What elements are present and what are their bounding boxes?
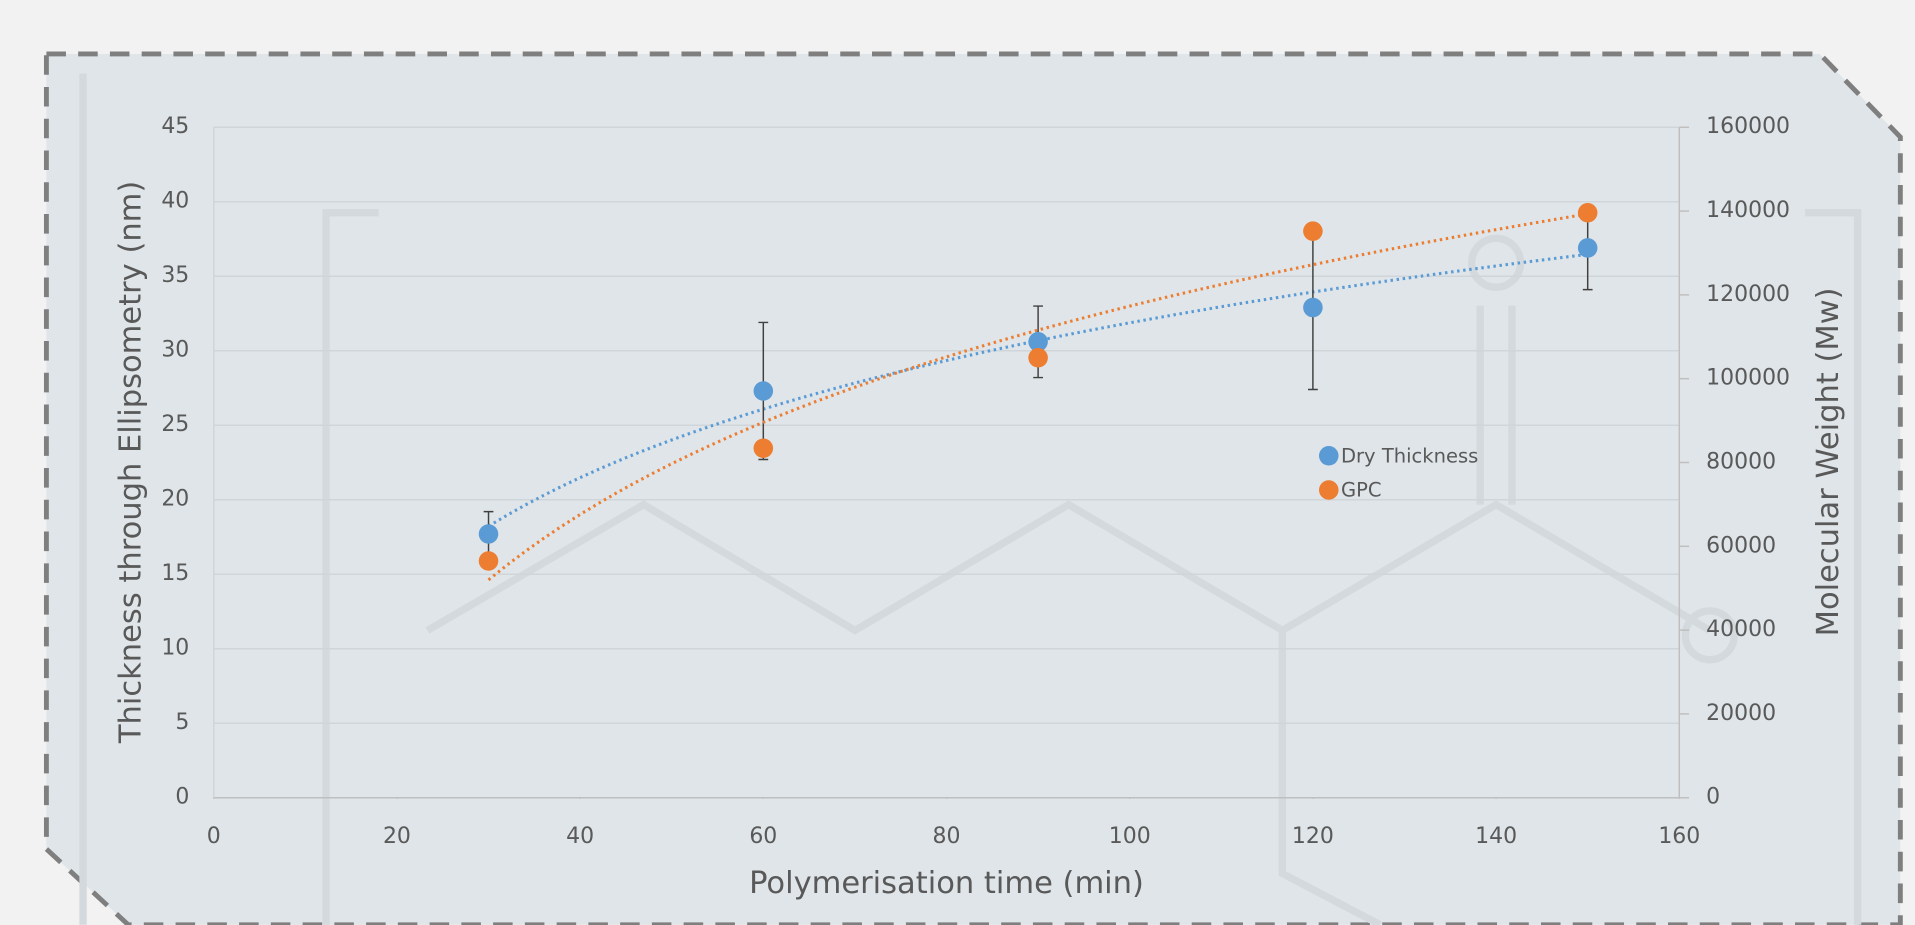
point: [479, 551, 499, 571]
y-tick-label: 30: [161, 338, 189, 363]
y2-tick-label: 80000: [1706, 449, 1776, 474]
y-tick-label: 25: [161, 412, 189, 437]
y2-tick-label: 0: [1706, 785, 1720, 810]
point: [1578, 238, 1598, 258]
legend-marker: [1319, 446, 1339, 466]
x-tick-label: 160: [1658, 824, 1700, 849]
y-tick-label: 15: [161, 561, 189, 586]
y2-tick-label: 20000: [1706, 701, 1776, 726]
x-tick-label: 100: [1109, 824, 1151, 849]
y2-tick-label: 100000: [1706, 366, 1790, 391]
y2-tick-label: 160000: [1706, 114, 1790, 139]
x-tick-label: 40: [566, 824, 594, 849]
y-tick-label: 35: [161, 263, 189, 288]
x-axis-title: Polymerisation time (min): [749, 866, 1144, 901]
point: [1028, 348, 1048, 368]
x-tick-label: 20: [383, 824, 411, 849]
x-tick-label: 120: [1292, 824, 1334, 849]
y-tick-label: 5: [175, 710, 189, 735]
y2-axis-title: Molecular Weight (Mw): [1811, 287, 1846, 636]
y-tick-label: 10: [161, 636, 189, 661]
y2-tick-label: 60000: [1706, 533, 1776, 558]
legend-label: Dry Thickness: [1341, 445, 1478, 468]
y-axis-title: Thickness through Ellipsometry (nm): [113, 181, 148, 744]
point: [1578, 203, 1598, 223]
point: [479, 524, 499, 544]
page: {"chart_data": {"type": "scatter", "x_la…: [0, 0, 1915, 925]
point: [1303, 221, 1323, 241]
point: [754, 381, 774, 401]
legend-marker: [1319, 480, 1339, 500]
point: [1303, 298, 1323, 318]
y2-tick-label: 140000: [1706, 198, 1790, 223]
legend-label: GPC: [1341, 479, 1382, 502]
x-tick-label: 0: [207, 824, 221, 849]
x-tick-label: 140: [1475, 824, 1517, 849]
y2-tick-label: 120000: [1706, 282, 1790, 307]
y-tick-label: 20: [161, 487, 189, 512]
y2-tick-label: 40000: [1706, 617, 1776, 642]
y-tick-label: 40: [161, 189, 189, 214]
point: [754, 438, 774, 458]
y-tick-label: 45: [161, 114, 189, 139]
chart: 0 5 10 15 20 25 30 35 40 45 0 20000 40000 60000 80000 1…: [0, 0, 1915, 925]
y-tick-label: 0: [175, 785, 189, 810]
x-tick-label: 80: [933, 824, 961, 849]
x-tick-label: 60: [749, 824, 777, 849]
